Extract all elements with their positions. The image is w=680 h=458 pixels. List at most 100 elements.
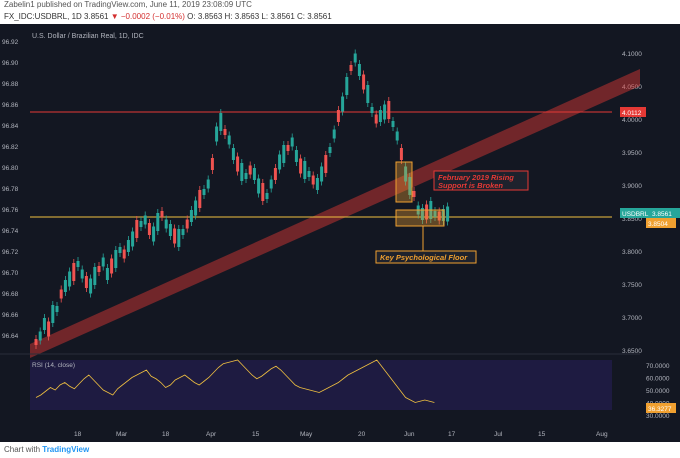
candle-body <box>378 110 382 122</box>
floor-highlight-box <box>395 209 445 227</box>
break-annotation-line1: February 2019 Rising <box>438 173 514 182</box>
candle-body <box>223 129 227 135</box>
candle-body <box>374 114 378 124</box>
candle-body <box>303 161 307 179</box>
break-highlight-box <box>395 161 413 203</box>
left-axis: 96.92 96.90 96.88 96.86 96.84 96.82 96.80 96.78… <box>2 39 19 340</box>
right-tick: 3.8500 <box>622 216 642 223</box>
candle-body <box>101 257 105 267</box>
candle-body <box>278 154 282 170</box>
candle-body <box>227 135 231 145</box>
rsi-tick: 30.0000 <box>646 413 670 420</box>
candle-body <box>194 200 198 216</box>
x-tick: May <box>300 431 313 438</box>
candle-body <box>84 276 88 288</box>
candle-body <box>55 306 59 312</box>
candle-body <box>441 209 445 221</box>
candle-body <box>257 178 261 194</box>
chart-panel[interactable]: U.S. Dollar / Brazilian Real, 1D, IDC 96… <box>0 24 680 442</box>
candle-body <box>118 247 122 253</box>
candle-body <box>425 204 429 220</box>
left-tick: 96.80 <box>2 165 19 172</box>
symbol-change: ▼ −0.0002 (−0.01%) <box>110 12 185 21</box>
current-price-symbol: USDBRL <box>622 211 649 218</box>
right-tick: 3.7500 <box>622 282 642 289</box>
candle-body <box>105 268 109 280</box>
rsi-current-label <box>646 403 676 413</box>
right-tick: 3.9500 <box>622 150 642 157</box>
candle-body <box>202 189 206 195</box>
candle-body <box>236 156 240 172</box>
candle-body <box>404 166 408 182</box>
candle-body <box>412 191 416 197</box>
candle-body <box>446 206 450 222</box>
candle-body <box>34 339 38 345</box>
right-tick: 3.7000 <box>622 315 642 322</box>
x-tick: Jul <box>494 431 503 438</box>
candle-body <box>147 223 151 235</box>
candle-body <box>244 173 248 179</box>
candle-body <box>135 220 139 238</box>
price-chart[interactable]: U.S. Dollar / Brazilian Real, 1D, IDC 96… <box>0 24 680 442</box>
candle-body <box>290 137 294 147</box>
candle-body <box>332 129 336 139</box>
left-tick: 96.88 <box>2 81 19 88</box>
x-tick: Mar <box>116 431 128 438</box>
candle-body <box>370 107 374 113</box>
candle-body <box>210 158 214 170</box>
candle-body <box>42 318 46 330</box>
right-axis: 4.1000 4.0500 4.0000 3.9500 3.9000 3.8500 3.80… <box>622 51 642 355</box>
candle-body <box>76 261 80 267</box>
left-tick: 96.72 <box>2 249 19 256</box>
candle-body <box>315 178 319 190</box>
x-tick: 18 <box>162 431 170 438</box>
left-tick: 96.86 <box>2 102 19 109</box>
right-tick: 3.8000 <box>622 249 642 256</box>
left-tick: 96.90 <box>2 60 19 67</box>
candle-body <box>122 249 126 259</box>
floor-price-value: 3.8504 <box>648 221 668 228</box>
candle-body <box>168 224 172 236</box>
candle-body <box>307 171 311 177</box>
candle-body <box>395 131 399 141</box>
candle-body <box>89 278 93 294</box>
candle-body <box>261 183 265 201</box>
candle-body <box>38 331 42 341</box>
candle-body <box>206 179 210 189</box>
candle-body <box>59 289 63 299</box>
candle-body <box>47 321 51 337</box>
symbol-ohlc: O: 3.8563 H: 3.8563 L: 3.8561 C: 3.8561 <box>187 12 332 21</box>
candle-body <box>215 126 219 142</box>
candle-body <box>252 168 256 180</box>
left-tick: 96.64 <box>2 333 19 340</box>
candle-body <box>114 250 118 268</box>
candle-body <box>269 179 273 189</box>
rsi-band <box>30 360 612 410</box>
candle-body <box>219 113 223 131</box>
candle-body <box>433 211 437 217</box>
candle-body <box>282 145 286 163</box>
candle-body <box>173 228 177 244</box>
candle-body <box>324 155 328 173</box>
candle-body <box>383 104 387 120</box>
floor-annotation: Key Psychological Floor <box>380 253 468 262</box>
candle-body <box>177 229 181 247</box>
publish-info: Zabelin1 published on TradingView.com, J… <box>4 0 252 9</box>
resistance-price-text: 4.0112 <box>622 110 642 117</box>
candle-body <box>362 74 366 90</box>
current-price-value: 3.8561 <box>652 211 672 218</box>
candle-body <box>420 208 424 220</box>
candle-body <box>68 271 72 287</box>
candle-body <box>353 53 357 63</box>
left-tick: 96.68 <box>2 291 19 298</box>
floor-price-label <box>646 218 676 228</box>
candle-body <box>126 240 130 252</box>
rsi-line <box>35 359 435 403</box>
right-tick: 4.0500 <box>622 84 642 91</box>
x-tick: Jun <box>404 431 415 438</box>
candle-body <box>273 168 277 180</box>
candle-body <box>357 64 361 76</box>
x-axis: 18 Mar 18 Apr 15 May 20 Jun 17 Jul 15 Aug <box>74 431 608 438</box>
left-tick: 96.78 <box>2 186 19 193</box>
tradingview-brand[interactable]: TradingView <box>42 445 90 454</box>
